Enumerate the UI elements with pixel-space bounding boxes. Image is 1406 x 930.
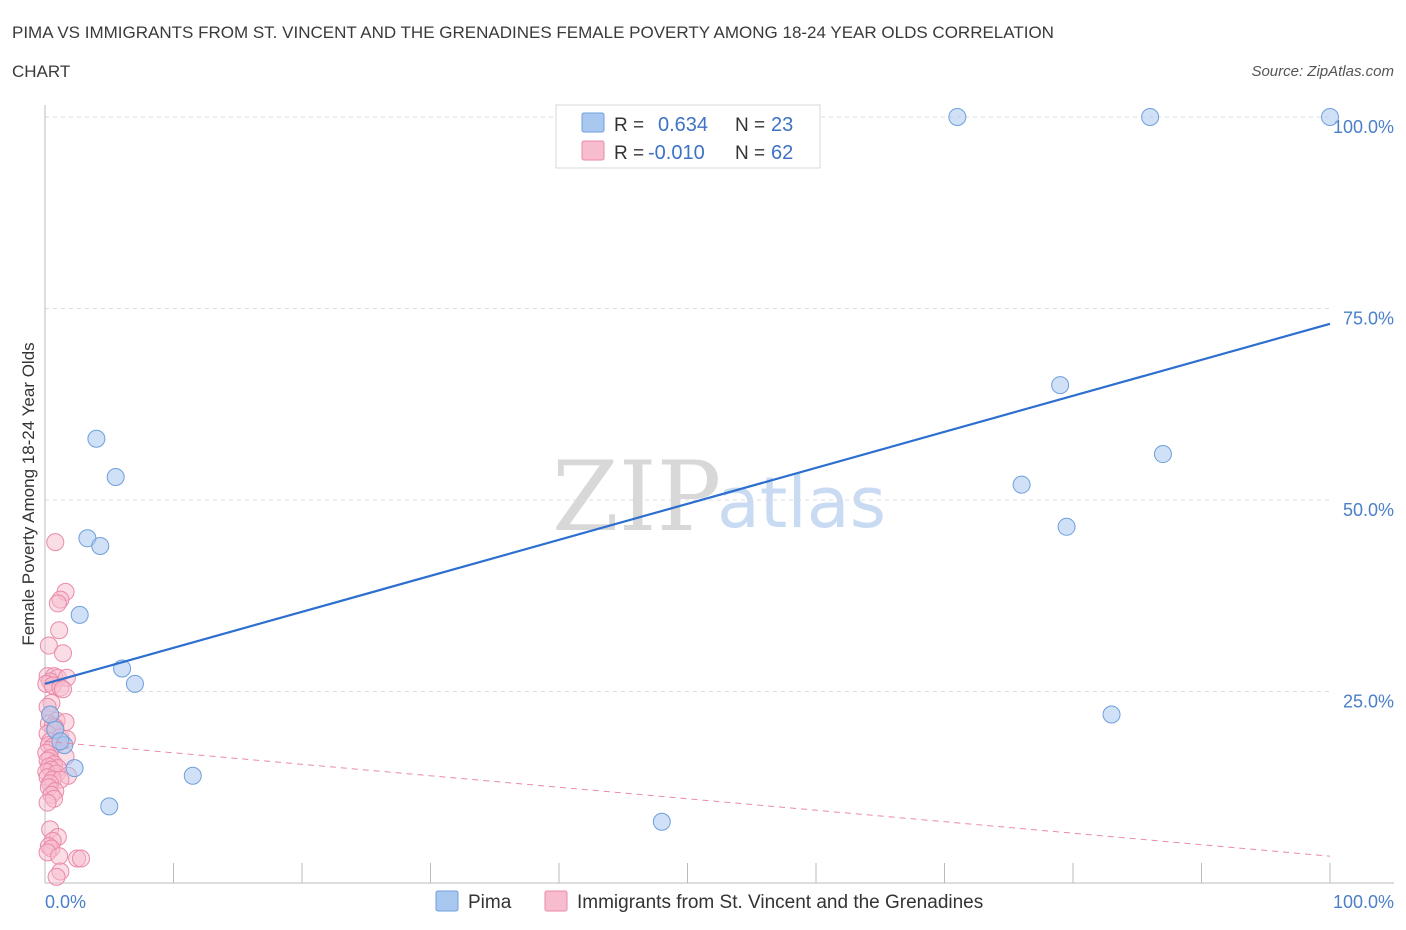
point-pima bbox=[1012, 475, 1031, 494]
point-pima bbox=[652, 812, 671, 831]
point-immigrants bbox=[53, 644, 72, 663]
watermark-atlas: atlas bbox=[717, 462, 886, 544]
y-tick-label: 25.0% bbox=[1343, 692, 1394, 712]
point-immigrants bbox=[47, 867, 66, 886]
stats-swatch-pima bbox=[581, 112, 605, 133]
stats-r-label-immigrants: R = bbox=[614, 143, 644, 164]
trend-line-immigrants bbox=[44, 740, 1331, 857]
trend-line-pima bbox=[44, 322, 1331, 685]
point-pima bbox=[125, 674, 144, 693]
chart-source: Source: ZipAtlas.com bbox=[1251, 63, 1394, 80]
trend-layer bbox=[44, 322, 1331, 857]
point-pima bbox=[41, 705, 60, 724]
point-pima bbox=[106, 468, 125, 487]
point-pima bbox=[183, 766, 202, 785]
chart-title-line-2: CHART bbox=[12, 62, 70, 81]
x-tick-label-max: 100.0% bbox=[1333, 892, 1394, 912]
point-pima bbox=[1153, 445, 1172, 464]
point-immigrants bbox=[50, 621, 69, 640]
y-tick-label: 100.0% bbox=[1333, 117, 1394, 137]
point-pima bbox=[70, 605, 89, 624]
stats-swatch-immigrants bbox=[581, 140, 605, 161]
point-pima bbox=[948, 108, 967, 126]
chart-title-line-1: PIMA VS IMMIGRANTS FROM ST. VINCENT AND … bbox=[12, 23, 1054, 42]
point-immigrants bbox=[50, 847, 69, 866]
stats-r-value-pima: 0.634 bbox=[658, 114, 708, 136]
point-pima bbox=[91, 536, 110, 555]
point-pima bbox=[1057, 517, 1076, 536]
stats-n-label-immigrants: N = bbox=[735, 143, 765, 164]
point-immigrants bbox=[48, 594, 67, 613]
point-pima bbox=[51, 732, 70, 751]
stats-n-value-pima: 23 bbox=[771, 114, 793, 136]
stats-r-value-immigrants: -0.010 bbox=[648, 142, 705, 164]
point-immigrants bbox=[46, 533, 65, 552]
legend-swatch-immigrants bbox=[544, 890, 568, 912]
legend-swatch-pima bbox=[435, 890, 459, 912]
x-ticks bbox=[44, 863, 1331, 883]
point-pima bbox=[87, 429, 106, 448]
x-tick-label-min: 0.0% bbox=[45, 892, 86, 912]
point-pima bbox=[65, 759, 84, 778]
stats-n-label-pima: N = bbox=[735, 115, 765, 136]
point-immigrants bbox=[38, 793, 57, 812]
point-pima bbox=[1102, 705, 1121, 724]
point-pima bbox=[1141, 108, 1160, 126]
y-tick-labels: 25.0% 50.0% 75.0% 100.0% bbox=[1333, 117, 1394, 712]
series-legend: Pima Immigrants from St. Vincent and the… bbox=[435, 890, 983, 913]
legend-label-pima: Pima bbox=[468, 892, 512, 913]
stats-n-value-immigrants: 62 bbox=[771, 142, 793, 164]
watermark-zip: ZIP bbox=[552, 441, 721, 553]
y-tick-label: 50.0% bbox=[1343, 500, 1394, 520]
y-axis-label: Female Poverty Among 18-24 Year Olds bbox=[19, 342, 38, 645]
point-pima bbox=[1051, 376, 1070, 395]
y-tick-label: 75.0% bbox=[1343, 309, 1394, 329]
grid-lines bbox=[45, 116, 1330, 692]
stats-legend: R = 0.634 N = 23 R = -0.010 N = 62 bbox=[555, 104, 821, 169]
point-pima bbox=[1321, 108, 1339, 126]
point-immigrants bbox=[39, 636, 58, 655]
stats-r-label-pima: R = bbox=[614, 115, 644, 136]
point-immigrants bbox=[53, 680, 72, 699]
point-pima bbox=[100, 797, 119, 816]
legend-label-immigrants: Immigrants from St. Vincent and the Gren… bbox=[577, 892, 983, 913]
point-immigrants bbox=[71, 849, 90, 868]
points-layer bbox=[37, 108, 1339, 886]
